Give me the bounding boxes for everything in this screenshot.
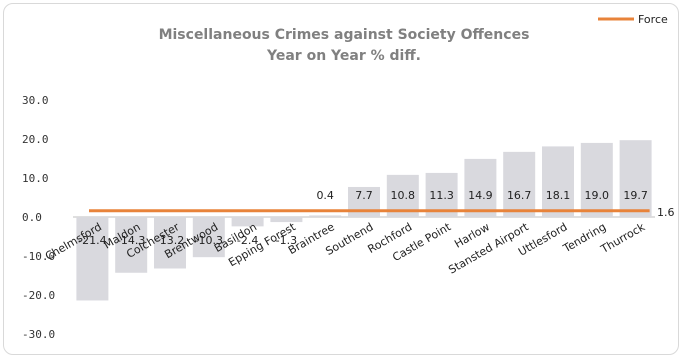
bar: [270, 217, 303, 223]
data-label: 11.3: [429, 189, 454, 202]
bar: [154, 217, 186, 269]
data-label: -1.3: [276, 234, 297, 247]
data-label: -13.2: [156, 234, 184, 247]
y-tick-label: -10.0: [22, 250, 55, 263]
bars: [76, 140, 652, 301]
chart-title-line-2: Year on Year % diff.: [266, 48, 421, 64]
data-label: 19.7: [623, 189, 648, 202]
y-tick-label: -20.0: [22, 289, 55, 302]
bar: [192, 217, 225, 258]
legend: Force: [598, 13, 668, 26]
bar: [619, 140, 652, 217]
bar: [115, 217, 148, 273]
data-label: -10.3: [195, 234, 223, 247]
bar: [231, 217, 264, 227]
bar: [542, 146, 574, 217]
legend-force-label: Force: [638, 13, 668, 26]
bar: [503, 151, 536, 217]
y-tick-label: 30.0: [22, 94, 49, 107]
bar: [580, 142, 613, 217]
data-label: 16.7: [507, 189, 532, 202]
data-label: -2.4: [237, 234, 258, 247]
data-label: -21.4: [78, 234, 106, 247]
category-label: Thurrock: [598, 220, 648, 256]
value-labels: -21.4 -14.3 -13.2 -10.3 -2.4 -1.3 0.4 7.7 10.8 11…: [78, 189, 648, 247]
data-label: 10.8: [391, 189, 416, 202]
force-reference-label: 1.6: [657, 206, 675, 219]
bar: [76, 217, 109, 301]
y-tick-label: 20.0: [22, 133, 49, 146]
chart-title-line-1: Miscellaneous Crimes against Society Off…: [159, 27, 530, 43]
data-label: 7.7: [355, 189, 373, 202]
bar: [309, 215, 342, 217]
y-tick-label: -30.0: [22, 328, 55, 341]
data-label: 19.0: [585, 189, 610, 202]
data-label: -14.3: [117, 234, 145, 247]
bar: [464, 158, 497, 217]
data-label: 0.4: [316, 189, 334, 202]
y-tick-label: 10.0: [22, 172, 49, 185]
y-tick-label: 0.0: [22, 211, 42, 224]
data-label: 14.9: [468, 189, 493, 202]
data-label: 18.1: [546, 189, 571, 202]
